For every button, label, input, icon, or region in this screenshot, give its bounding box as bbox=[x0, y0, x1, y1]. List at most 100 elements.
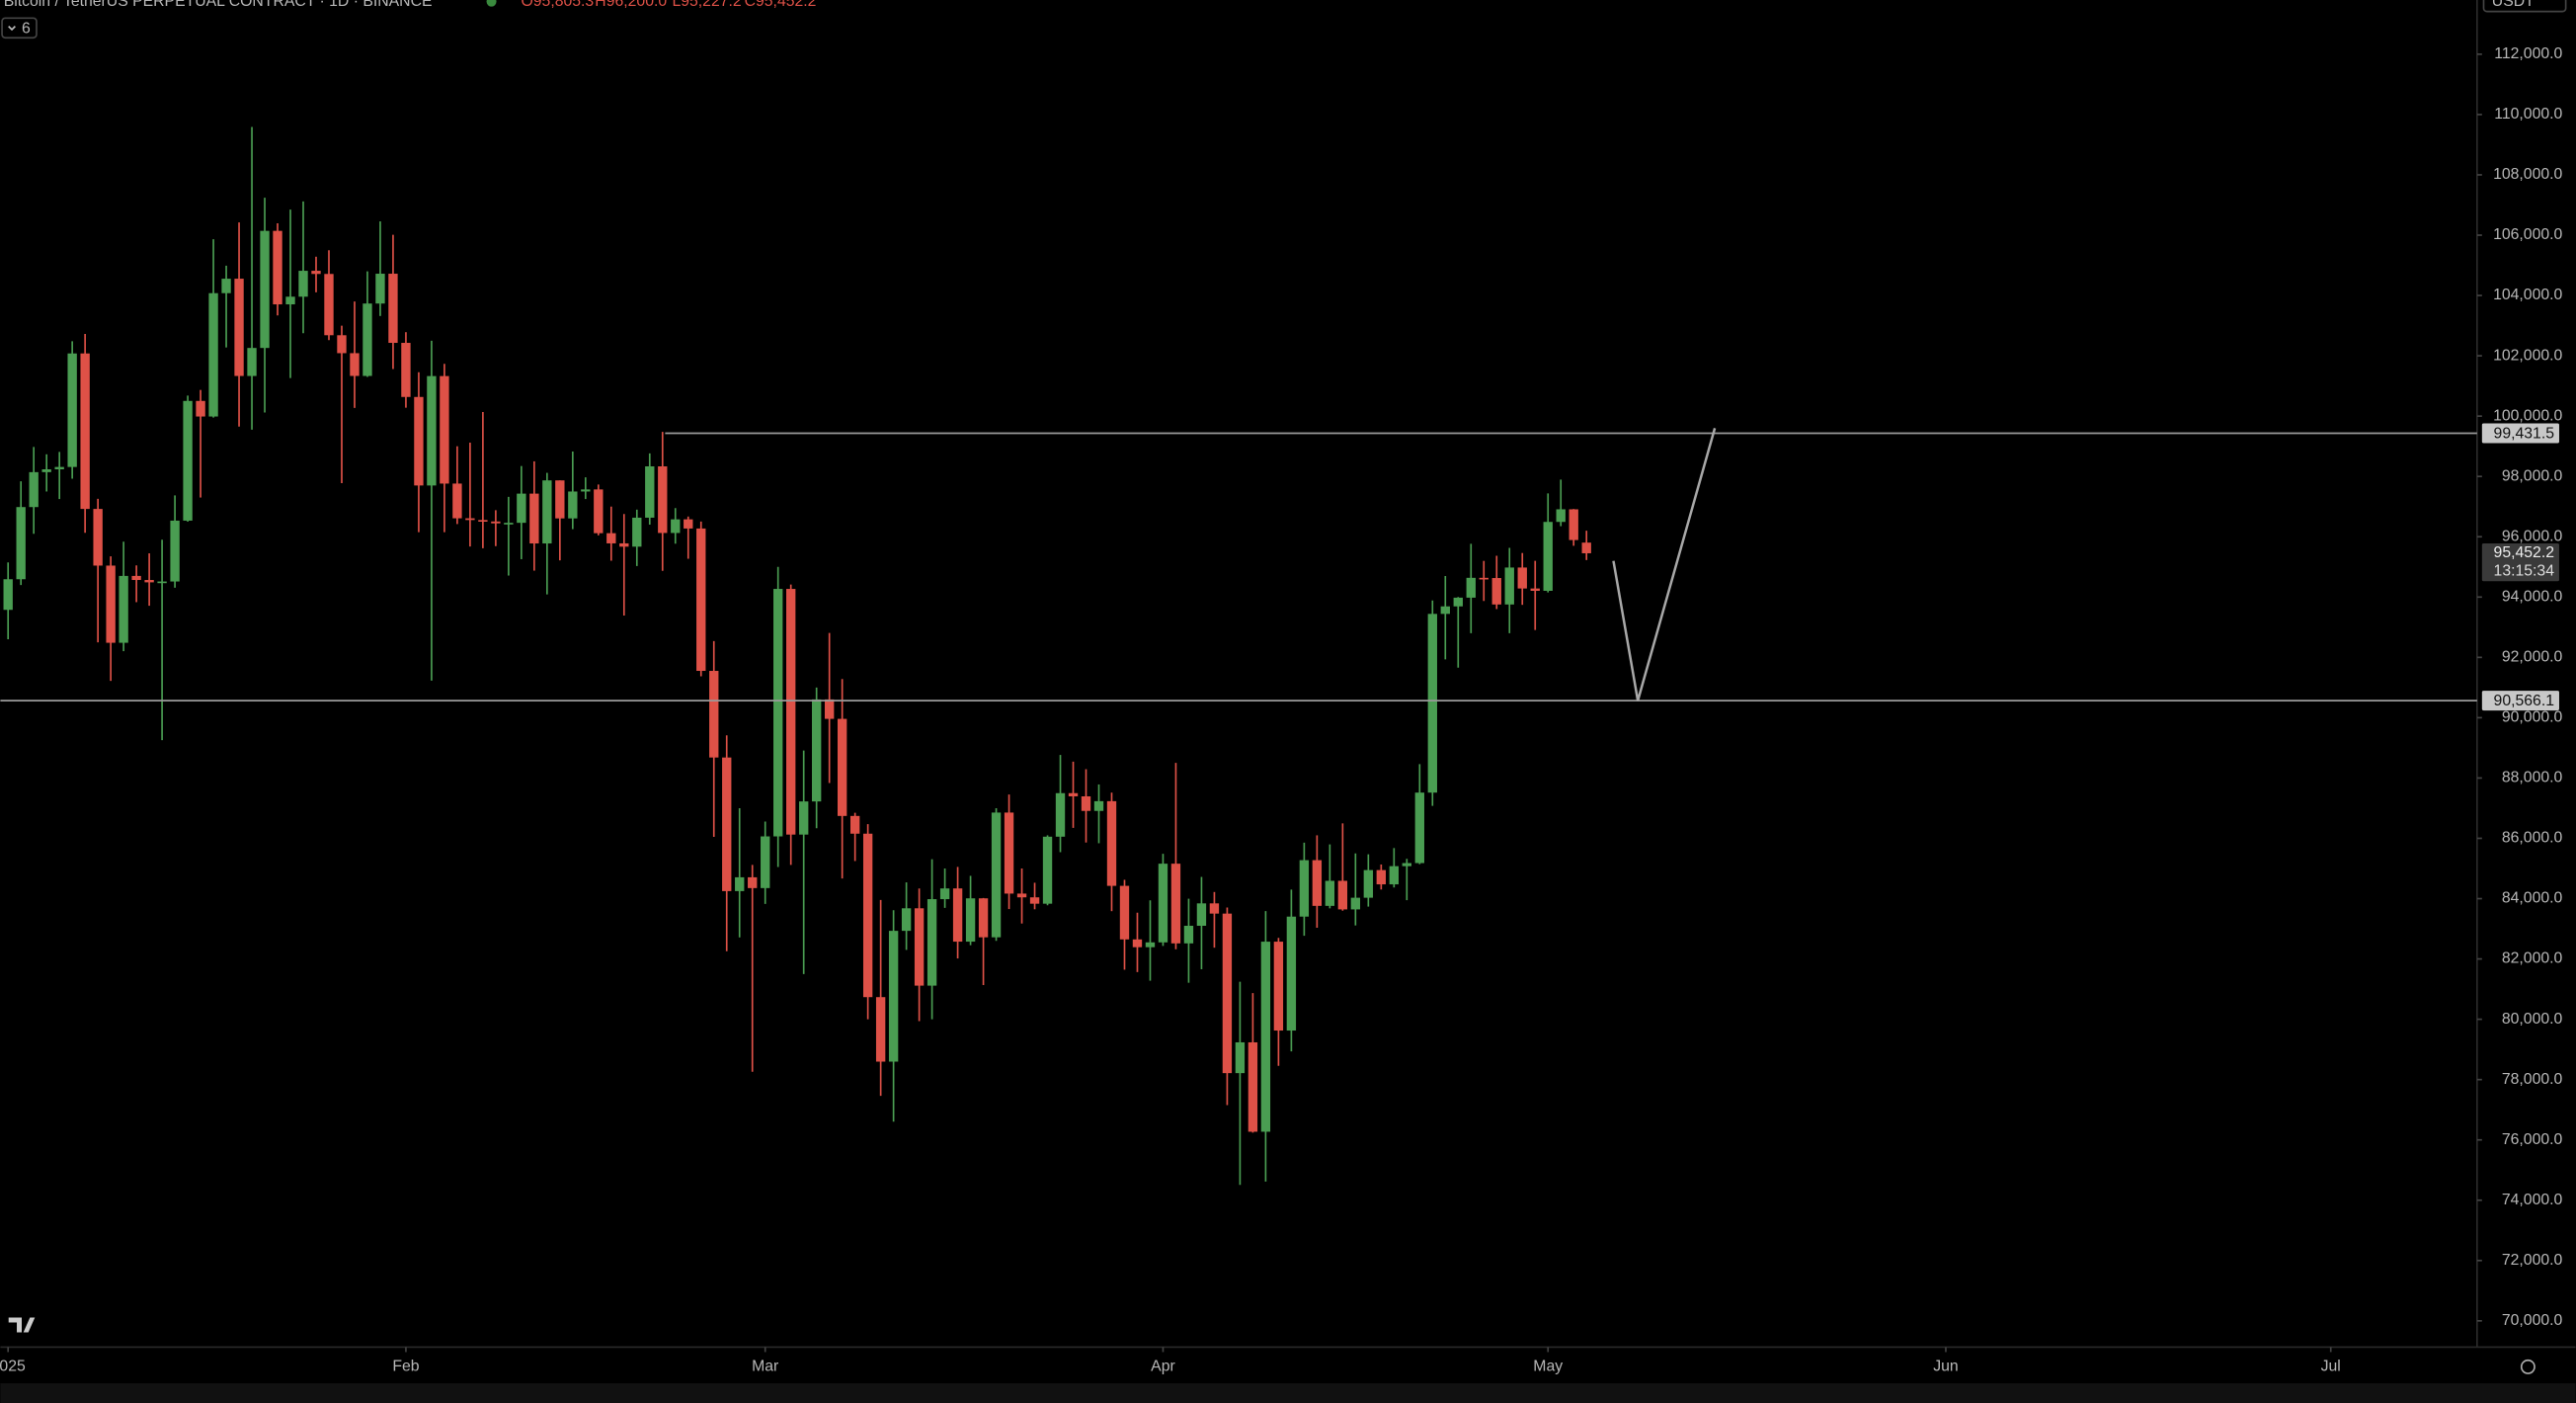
ohlc-close: C95,452.2 bbox=[745, 0, 817, 10]
candle-body bbox=[594, 489, 604, 534]
candle-body bbox=[1248, 1041, 1258, 1132]
candle-body bbox=[837, 718, 847, 816]
countdown: 13:15:34 bbox=[2494, 562, 2555, 579]
candle-body bbox=[1504, 567, 1514, 605]
y-tick-label: 100,000.0 bbox=[2493, 407, 2562, 424]
y-tick-label: 72,000.0 bbox=[2502, 1252, 2563, 1269]
candle-body bbox=[1196, 903, 1207, 926]
candle-body bbox=[786, 589, 796, 835]
candle-body bbox=[157, 581, 167, 584]
candle-body bbox=[735, 876, 745, 891]
candle-body bbox=[234, 279, 244, 376]
candle-body bbox=[849, 815, 860, 834]
candle-body bbox=[1312, 860, 1323, 906]
candle-body bbox=[926, 899, 937, 986]
candle-body bbox=[452, 483, 462, 519]
candle-body bbox=[106, 565, 116, 643]
candle-body bbox=[709, 671, 719, 758]
x-tick-label: May bbox=[1533, 1359, 1563, 1375]
indicator-count: 6 bbox=[22, 20, 31, 37]
x-tick-label: Jun bbox=[1933, 1359, 1958, 1375]
candle-body bbox=[1170, 864, 1181, 944]
candle-body bbox=[16, 507, 26, 580]
settings-icon[interactable] bbox=[2520, 1359, 2536, 1374]
candle-body bbox=[1427, 614, 1437, 793]
y-tick-label: 90,000.0 bbox=[2502, 709, 2563, 726]
candle-body bbox=[440, 375, 449, 484]
y-tick-label: 110,000.0 bbox=[2494, 106, 2562, 123]
candle-body bbox=[41, 469, 51, 472]
candle-body bbox=[1068, 792, 1079, 796]
candle-body bbox=[29, 471, 39, 508]
y-tick-label: 70,000.0 bbox=[2502, 1312, 2563, 1329]
candle-body bbox=[465, 518, 475, 521]
candle-body bbox=[324, 274, 334, 336]
candle-body bbox=[888, 931, 899, 1062]
level-tag bbox=[2481, 423, 2559, 444]
candle-body bbox=[119, 575, 128, 643]
candle-body bbox=[1325, 880, 1335, 906]
candle-body bbox=[1145, 942, 1156, 948]
candle-body bbox=[491, 521, 501, 524]
candle-body bbox=[1363, 869, 1374, 898]
candle-body bbox=[1299, 860, 1310, 917]
chevron-icon bbox=[8, 26, 16, 32]
candle-body bbox=[875, 997, 886, 1062]
currency: USDT bbox=[2492, 0, 2535, 10]
y-tick-label: 104,000.0 bbox=[2493, 287, 2562, 303]
candle-body bbox=[247, 348, 257, 376]
candle-body bbox=[183, 400, 193, 521]
candle-body bbox=[478, 520, 488, 523]
ohlc-high: H96,200.0 bbox=[595, 0, 667, 10]
level-label: 99,431.5 bbox=[2494, 426, 2555, 443]
candle-body bbox=[658, 466, 668, 534]
candle-body bbox=[311, 271, 321, 275]
y-tick-label: 82,000.0 bbox=[2502, 950, 2563, 967]
candle-body bbox=[1235, 1041, 1246, 1074]
candle-body bbox=[1055, 792, 1066, 837]
y-tick-label: 108,000.0 bbox=[2493, 166, 2562, 183]
candle-body bbox=[1042, 836, 1053, 904]
candle-body bbox=[337, 335, 347, 354]
candle-body bbox=[362, 303, 372, 376]
candle-body bbox=[1517, 567, 1527, 589]
candle-body bbox=[1093, 800, 1104, 811]
candle-body bbox=[67, 353, 77, 467]
candle-body bbox=[1491, 578, 1501, 605]
candle-body bbox=[761, 836, 770, 888]
ohlc-open: O95,805.3 bbox=[521, 0, 594, 10]
candle-body bbox=[722, 757, 732, 891]
candle-body bbox=[684, 519, 693, 529]
candle-body bbox=[991, 812, 1002, 938]
candle-body bbox=[131, 575, 141, 581]
y-tick-label: 92,000.0 bbox=[2502, 649, 2563, 666]
candle-body bbox=[1569, 509, 1578, 540]
y-tick-label: 102,000.0 bbox=[2493, 347, 2562, 364]
level-tag bbox=[2481, 691, 2559, 711]
candle-body bbox=[414, 396, 424, 486]
candle-body bbox=[1543, 522, 1553, 591]
x-tick-label: Jul bbox=[2321, 1359, 2341, 1375]
candle-body bbox=[671, 519, 681, 534]
indicator-toggle[interactable] bbox=[1, 17, 38, 40]
candle-body bbox=[1556, 509, 1566, 523]
candle-body bbox=[952, 888, 963, 943]
candle-body bbox=[1350, 897, 1361, 910]
candle-body bbox=[914, 908, 925, 986]
x-tick-label: Mar bbox=[752, 1359, 778, 1375]
candle-body bbox=[273, 230, 282, 305]
y-tick-label: 76,000.0 bbox=[2502, 1131, 2563, 1148]
currency-button[interactable] bbox=[2482, 0, 2567, 13]
y-tick-label: 80,000.0 bbox=[2502, 1011, 2563, 1028]
last-price-tag bbox=[2481, 542, 2559, 582]
candle-body bbox=[1530, 588, 1540, 591]
candle-body bbox=[350, 353, 360, 376]
candle-body bbox=[221, 279, 231, 293]
candle-body bbox=[978, 898, 989, 938]
candle-body bbox=[568, 491, 578, 519]
y-tick-label: 94,000.0 bbox=[2502, 588, 2563, 605]
candle-body bbox=[555, 480, 565, 519]
candle-body bbox=[1453, 597, 1463, 607]
candle-body bbox=[80, 353, 90, 510]
candle-body bbox=[1479, 577, 1489, 580]
